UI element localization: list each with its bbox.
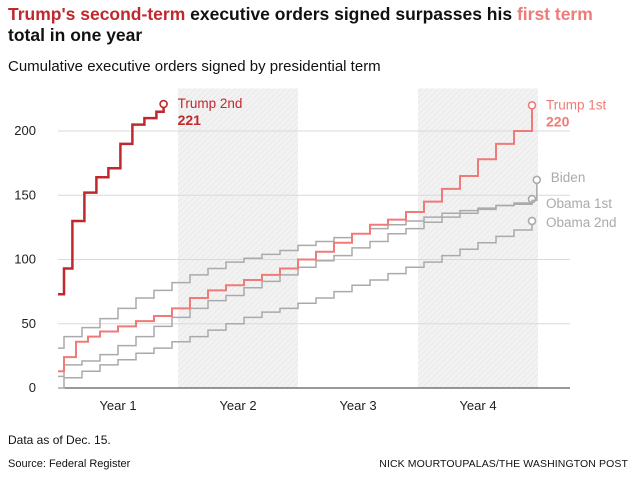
executive-orders-line-chart: 0 50 100 150 200 Year 1 Year 2 Year 3 Year 4 Ob… (14, 88, 617, 413)
series-label-obama-2nd: Obama 2nd (546, 215, 617, 230)
y-tick-label-200: 200 (14, 123, 36, 138)
series-end-marker-biden (532, 175, 542, 185)
chart-subtitle: Cumulative executive orders signed by pr… (8, 58, 381, 75)
series-label-trump-1st: Trump 1st (546, 97, 607, 112)
headline-middle-text: executive orders signed surpasses his (185, 4, 517, 24)
series-value-label-trump-2nd: 221 (178, 112, 202, 128)
x-tick-label-year-2: Year 2 (219, 398, 256, 413)
y-tick-label-150: 150 (14, 187, 36, 202)
credit-line: NICK MOURTOUPALAS/THE WASHINGTON POST (379, 458, 628, 470)
x-tick-label-year-4: Year 4 (459, 398, 496, 413)
series-end-marker-trump-1st (527, 100, 537, 110)
series-value-label-trump-1st: 220 (546, 113, 570, 129)
headline-end-text: total in one year (8, 25, 143, 45)
series-line-trump-2nd (58, 104, 165, 296)
headline-trump-second-term: Trump's second-term (8, 4, 186, 24)
series-line-trump-1st (58, 105, 533, 373)
headline: Trump's second-term executive orders sig… (8, 4, 628, 46)
data-note: Data as of Dec. 15. (8, 433, 111, 447)
y-tick-label-0: 0 (29, 380, 36, 395)
source-line: Source: Federal Register (8, 458, 131, 470)
headline-first-term: first term (516, 4, 593, 24)
band-year-4 (418, 88, 538, 388)
series-end-marker-trump-2nd (159, 99, 168, 109)
x-tick-label-year-1: Year 1 (99, 398, 136, 413)
series-label-trump-2nd: Trump 2nd (178, 96, 243, 111)
x-tick-label-year-3: Year 3 (339, 398, 376, 413)
band-year-2 (178, 88, 298, 388)
y-tick-label-100: 100 (14, 252, 36, 267)
series-line-obama-2nd (58, 220, 533, 389)
series-label-obama-1st: Obama 1st (546, 196, 612, 211)
y-tick-label-50: 50 (22, 316, 36, 331)
series-end-marker-obama-2nd (527, 216, 537, 226)
series-label-biden: Biden (551, 170, 586, 185)
